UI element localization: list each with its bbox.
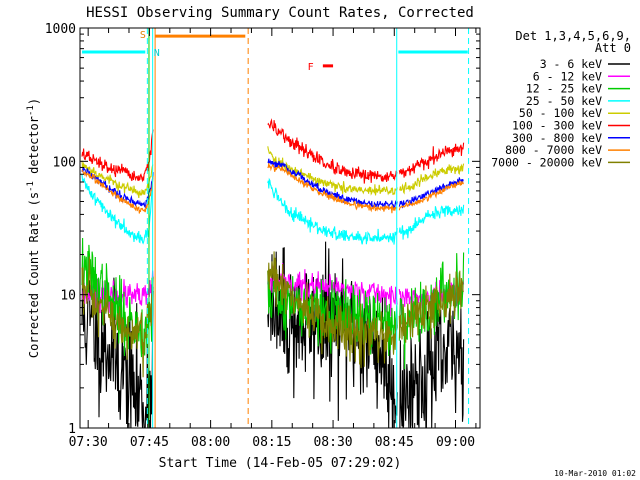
series-layer	[81, 118, 465, 429]
x-tick-label: 08:30	[313, 435, 352, 450]
x-tick-label: 08:15	[252, 435, 291, 450]
y-axis-label-part: detector	[27, 116, 41, 181]
legend-entry-label: 3 - 6 keV	[540, 57, 602, 71]
series-line	[81, 146, 465, 199]
series-line	[81, 174, 465, 245]
legend-entry-label: 7000 - 20000 keV	[491, 155, 602, 169]
series-line	[81, 163, 465, 214]
y-tick-label: 100	[53, 155, 76, 170]
y-axis-label-sup: -1	[26, 181, 36, 192]
x-tick-label: 09:00	[436, 435, 475, 450]
x-axis-label: Start Time (14-Feb-05 07:29:02)	[159, 456, 402, 471]
axes: 07:30 07:45 08:00 08:15 08:30 08:45 09:00 1 10 10…	[45, 22, 480, 450]
y-axis-label-sup: -1	[26, 105, 36, 116]
state-flag-label: N	[154, 48, 160, 59]
x-tick-label: 07:30	[69, 435, 108, 450]
series-line	[81, 118, 465, 184]
legend-entry-label: 800 - 7000 keV	[505, 143, 602, 157]
legend-title-line1: Det 1,3,4,5,6,9,	[515, 29, 631, 43]
y-axis-label-part: Corrected Count Rate (s	[27, 192, 41, 358]
footer-date: 10-Mar-2010 01:02	[554, 469, 636, 478]
y-tick-label: 1000	[45, 22, 76, 37]
y-tick-label: 1	[68, 422, 76, 437]
legend-entry-label: 50 - 100 keV	[519, 106, 602, 120]
series-line	[81, 251, 465, 378]
y-axis-label: Corrected Count Rate (s-1 detector-1)	[26, 98, 41, 358]
state-flag-label: S	[140, 30, 146, 41]
legend-entry-label: 300 - 800 keV	[512, 131, 602, 145]
y-tick-label: 10	[60, 289, 76, 304]
chart-title: HESSI Observing Summary Count Rates, Cor…	[86, 5, 474, 21]
state-flag-label: F	[308, 62, 314, 73]
legend-title-line2: Att 0	[595, 41, 631, 55]
x-tick-label: 07:45	[130, 435, 169, 450]
y-axis-label-part: )	[27, 98, 41, 105]
x-tick-label: 08:00	[191, 435, 230, 450]
legend-entry-label: 6 - 12 keV	[533, 69, 602, 83]
plot-frame	[79, 27, 481, 429]
legend-entry-label: 100 - 300 keV	[512, 119, 602, 133]
legend-entry-label: 25 - 50 keV	[526, 94, 602, 108]
annotation-layer: SN F	[82, 28, 470, 428]
legend-entry-label: 12 - 25 keV	[526, 82, 602, 96]
x-tick-label: 08:45	[375, 435, 414, 450]
